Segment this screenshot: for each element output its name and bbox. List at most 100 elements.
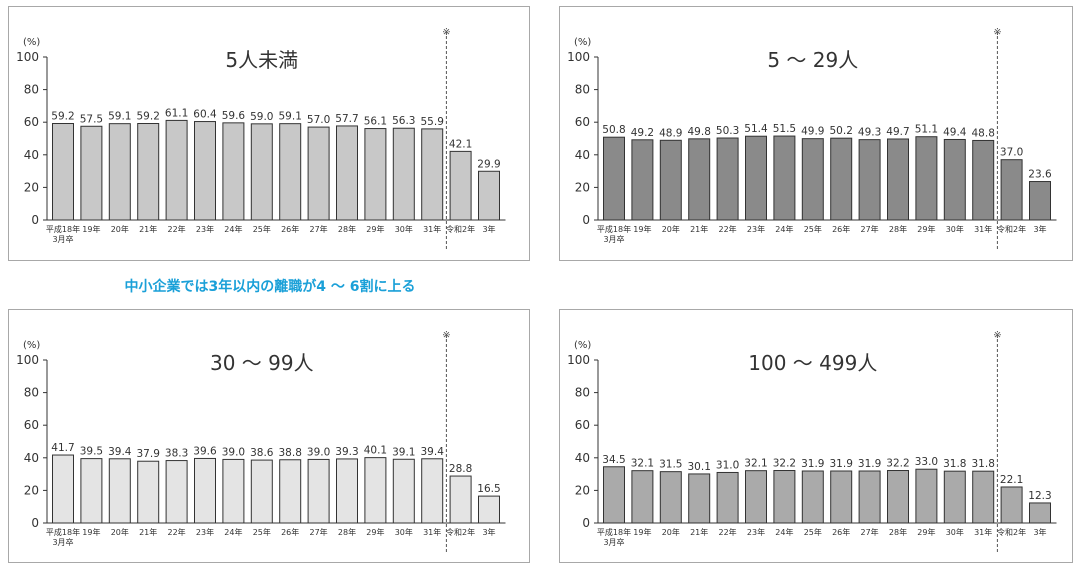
note-mark: ※ (993, 27, 1001, 38)
x-tick-label: 28年 (338, 224, 356, 234)
x-tick-label: 22年 (719, 224, 737, 234)
bar (478, 495, 500, 524)
y-tick-label: 20 (24, 483, 39, 497)
chart-title: 100 ～ 499人 (748, 351, 877, 375)
x-tick-label: 29年 (366, 224, 384, 234)
data-label: 60.4 (193, 109, 217, 121)
data-label: 48.9 (659, 127, 682, 139)
x-tick-label: 平成18年 (597, 527, 631, 537)
x-tick-label: 令和2年 (997, 527, 1026, 537)
bar (52, 123, 74, 221)
bar (279, 459, 302, 524)
data-label: 37.0 (1000, 147, 1023, 159)
chart-panel-100-499: (%) 100 ～ 499人 0 20 40 60 80 100 ※ 34.5 平成18年 3月卒 32… (559, 309, 1073, 563)
y-unit-label: (%) (23, 37, 40, 48)
data-label: 42.1 (449, 138, 472, 150)
bar (1029, 502, 1051, 524)
bar (631, 139, 654, 221)
data-label: 59.1 (279, 111, 302, 123)
y-tick-label: 80 (24, 386, 39, 400)
x-tick-label: 20年 (662, 224, 680, 234)
y-tick-label: 20 (575, 483, 590, 497)
bar (336, 458, 358, 524)
x-tick-label: 3月卒 (603, 537, 624, 547)
x-tick-label: 21年 (690, 527, 708, 537)
data-label: 39.6 (193, 445, 217, 457)
data-label: 28.8 (449, 463, 472, 475)
data-label: 39.0 (222, 446, 245, 458)
data-label: 61.1 (165, 107, 188, 119)
bar (307, 458, 330, 524)
x-tick-label: 平成18年 (46, 527, 80, 537)
x-tick-label: 30年 (395, 224, 413, 234)
y-tick-label: 40 (575, 148, 590, 162)
data-label: 29.9 (477, 158, 500, 170)
chart-panel-5-29: (%) 5 ～ 29人 0 20 40 60 80 100 ※ 50.8 平成18年 3月卒 49.2 1… (559, 6, 1073, 261)
x-tick-label: 19年 (633, 527, 651, 537)
data-label: 49.2 (631, 127, 654, 139)
data-label: 39.3 (335, 446, 358, 458)
y-tick-label: 60 (24, 418, 39, 432)
bar (222, 458, 245, 524)
data-label: 49.9 (801, 126, 824, 138)
x-tick-label: 28年 (338, 527, 356, 537)
bar (52, 454, 74, 524)
bar (773, 470, 796, 524)
bar (1000, 159, 1023, 221)
data-label: 32.2 (773, 458, 796, 470)
x-tick-label: 26年 (281, 224, 299, 234)
x-tick-label: 3月卒 (603, 234, 624, 244)
bar (137, 460, 160, 524)
x-tick-label: 21年 (690, 224, 708, 234)
y-tick-label: 20 (24, 180, 39, 194)
bar (858, 470, 881, 524)
y-tick-label: 100 (567, 353, 590, 367)
x-tick-label: 29年 (917, 224, 935, 234)
y-unit-label: (%) (574, 340, 591, 351)
data-label: 16.5 (477, 483, 500, 495)
bar (972, 139, 995, 221)
chart-title: 5 ～ 29人 (767, 48, 858, 72)
y-tick-label: 60 (575, 115, 590, 129)
data-label: 38.8 (279, 447, 302, 459)
bar (250, 123, 273, 221)
bar (108, 123, 131, 221)
data-label: 56.3 (392, 115, 415, 127)
bar (688, 138, 711, 221)
x-tick-label: 26年 (832, 527, 850, 537)
x-tick-label: 26年 (281, 527, 299, 537)
x-tick-label: 20年 (111, 224, 129, 234)
bar (478, 170, 500, 221)
data-label: 32.1 (744, 458, 767, 470)
x-tick-label: 3年 (482, 527, 495, 537)
bar (801, 138, 824, 221)
data-label: 39.1 (392, 446, 415, 458)
x-tick-label: 29年 (366, 527, 384, 537)
bar (659, 471, 682, 524)
bar (688, 473, 711, 524)
x-tick-label: 22年 (168, 527, 186, 537)
data-label: 39.0 (307, 446, 330, 458)
x-tick-label: 3月卒 (52, 537, 73, 547)
y-tick-label: 0 (582, 516, 590, 530)
x-tick-label: 31年 (423, 224, 441, 234)
chart-title: 5人未満 (225, 48, 298, 72)
data-label: 23.6 (1028, 169, 1052, 181)
bar (392, 458, 415, 524)
data-label: 59.6 (222, 110, 246, 122)
bar (1000, 486, 1023, 524)
data-label: 59.2 (51, 111, 74, 123)
bar (364, 128, 387, 221)
bar (165, 119, 188, 221)
data-label: 59.1 (108, 111, 131, 123)
x-tick-label: 25年 (253, 224, 271, 234)
y-tick-label: 40 (24, 148, 39, 162)
y-tick-label: 40 (24, 451, 39, 465)
x-tick-label: 3年 (1033, 224, 1046, 234)
x-tick-label: 26年 (832, 224, 850, 234)
data-label: 39.4 (421, 446, 445, 458)
